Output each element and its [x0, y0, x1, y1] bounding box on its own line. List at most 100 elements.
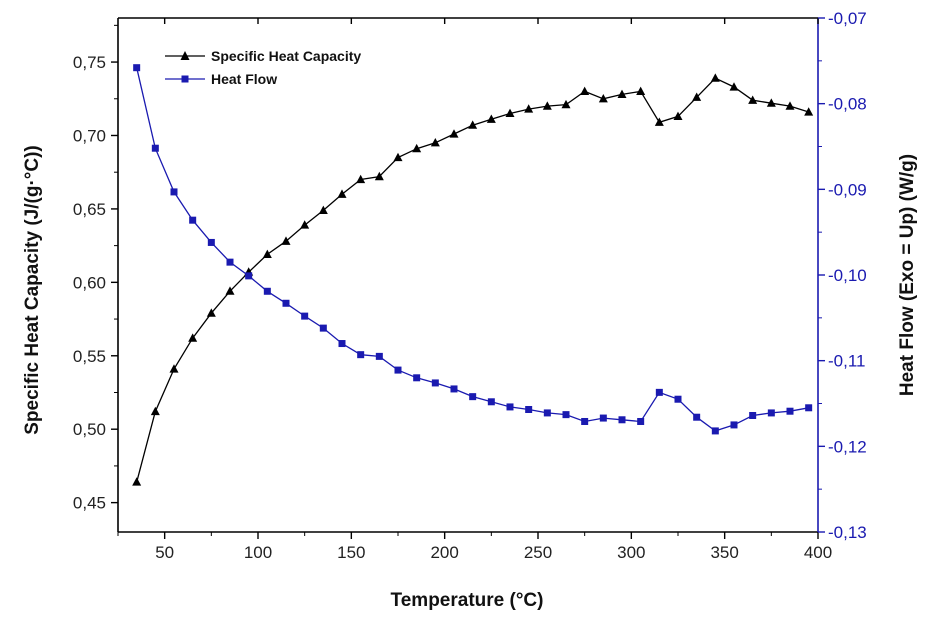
right-y-tick-label: -0,12	[828, 437, 867, 456]
right-y-tick-label: -0,07	[828, 9, 867, 28]
specific-heat-capacity-point	[748, 95, 758, 104]
specific-heat-capacity-point	[766, 98, 776, 107]
specific-heat-capacity-point	[449, 129, 459, 138]
heat-flow-point	[394, 366, 402, 374]
heat-flow-point	[525, 405, 533, 413]
heat-flow-point	[189, 216, 197, 224]
specific-heat-capacity-point	[692, 92, 702, 101]
heat-flow-point	[226, 258, 234, 266]
heat-flow-point	[170, 188, 178, 196]
heat-flow-point	[469, 393, 477, 401]
heat-flow-point	[506, 403, 514, 411]
heat-flow-point	[618, 416, 626, 424]
left-y-axis-title: Specific Heat Capacity (J/(g·°C))	[22, 145, 43, 435]
heat-flow-point	[338, 340, 346, 348]
specific-heat-capacity-point	[337, 189, 347, 198]
heat-flow-point	[245, 272, 253, 280]
left-y-tick-label: 0,50	[73, 420, 106, 439]
specific-heat-capacity-point	[785, 101, 795, 110]
legend-marker-heat-flow	[181, 75, 189, 83]
specific-heat-capacity-point	[132, 477, 142, 486]
heat-flow-point	[151, 144, 159, 152]
heat-flow-point	[562, 411, 570, 419]
heat-flow-point	[263, 287, 271, 295]
heat-flow-point	[581, 417, 589, 425]
legend-label-heat-flow: Heat Flow	[211, 71, 277, 87]
specific-heat-capacity-series	[132, 73, 814, 486]
specific-heat-capacity-point	[561, 99, 571, 109]
right-y-tick-label: -0,10	[828, 266, 867, 285]
heat-flow-point	[730, 421, 738, 429]
right-y-tick-label: -0,08	[828, 95, 867, 114]
x-tick-label: 100	[244, 543, 272, 562]
specific-heat-capacity-point	[654, 117, 664, 126]
x-tick-label: 250	[524, 543, 552, 562]
heat-flow-point	[749, 411, 757, 419]
legend: Specific Heat Capacity Heat Flow	[165, 48, 361, 87]
heat-flow-point	[357, 351, 365, 359]
specific-heat-capacity-point	[300, 220, 310, 229]
specific-heat-capacity-point	[262, 249, 272, 259]
right-y-tick-label: -0,11	[828, 352, 866, 371]
specific-heat-capacity-point	[804, 107, 814, 116]
heat-flow-point	[319, 324, 327, 332]
specific-heat-capacity-point	[393, 152, 403, 162]
heat-flow-point	[413, 374, 421, 382]
legend-marker-specific-heat-capacity	[180, 51, 190, 60]
heat-flow-point	[450, 385, 458, 393]
heat-flow-point	[786, 407, 794, 415]
heat-flow-point	[301, 312, 309, 320]
specific-heat-capacity-point	[617, 89, 627, 98]
left-y-axis-ticks: 0,45 0,50 0,55 0,60 0,65 0,70 0,75	[73, 24, 118, 513]
specific-heat-capacity-point	[524, 104, 534, 113]
heat-flow-point	[543, 409, 551, 417]
specific-heat-capacity-point	[318, 205, 328, 214]
series-layer	[132, 64, 814, 486]
x-axis-ticks: 50 100 150 200 250 300 350 400	[117, 18, 832, 562]
specific-heat-capacity-point	[150, 406, 160, 416]
heat-flow-point	[693, 413, 701, 421]
left-y-tick-label: 0,75	[73, 53, 106, 72]
x-axis-title: Temperature (°C)	[391, 590, 544, 611]
right-y-axis-ticks: -0,13 -0,12 -0,11 -0,10 -0,09 -0,08 -0,07	[818, 9, 867, 542]
specific-heat-capacity-point	[729, 82, 739, 91]
heat-flow-series	[133, 64, 813, 435]
left-y-tick-label: 0,60	[73, 273, 106, 292]
specific-heat-capacity-point	[169, 364, 179, 373]
heat-flow-point	[805, 404, 813, 412]
specific-heat-capacity-point	[468, 120, 478, 129]
x-tick-label: 150	[337, 543, 365, 562]
specific-heat-capacity-point	[710, 73, 720, 82]
x-tick-label: 400	[804, 543, 832, 562]
specific-heat-capacity-point	[486, 114, 496, 123]
specific-heat-capacity-line	[136, 77, 809, 483]
heat-flow-point	[711, 427, 719, 435]
specific-heat-capacity-point	[673, 111, 683, 120]
heat-flow-point	[207, 238, 215, 246]
specific-heat-capacity-point	[430, 138, 440, 147]
heat-flow-point	[655, 388, 663, 396]
x-tick-label: 50	[155, 543, 174, 562]
specific-heat-capacity-point	[505, 108, 515, 118]
heat-flow-point	[599, 414, 607, 422]
left-y-tick-label: 0,55	[73, 347, 106, 366]
specific-heat-capacity-point	[225, 286, 235, 295]
specific-heat-capacity-point	[206, 308, 216, 317]
left-y-tick-label: 0,45	[73, 494, 106, 513]
right-y-axis-title: Heat Flow (Exo = Up) (W/g)	[897, 154, 918, 396]
specific-heat-capacity-point	[542, 101, 552, 110]
x-tick-label: 350	[710, 543, 738, 562]
specific-heat-capacity-point	[188, 333, 198, 342]
right-y-tick-label: -0,13	[828, 523, 867, 542]
specific-heat-capacity-point	[281, 236, 291, 245]
specific-heat-capacity-point	[580, 86, 590, 96]
specific-heat-capacity-point	[356, 174, 366, 184]
specific-heat-capacity-point	[374, 171, 384, 181]
heat-flow-point	[487, 398, 495, 406]
specific-heat-capacity-point	[636, 86, 646, 96]
specific-heat-capacity-point	[598, 93, 608, 103]
heat-flow-point	[282, 299, 290, 307]
left-y-tick-label: 0,70	[73, 126, 106, 145]
